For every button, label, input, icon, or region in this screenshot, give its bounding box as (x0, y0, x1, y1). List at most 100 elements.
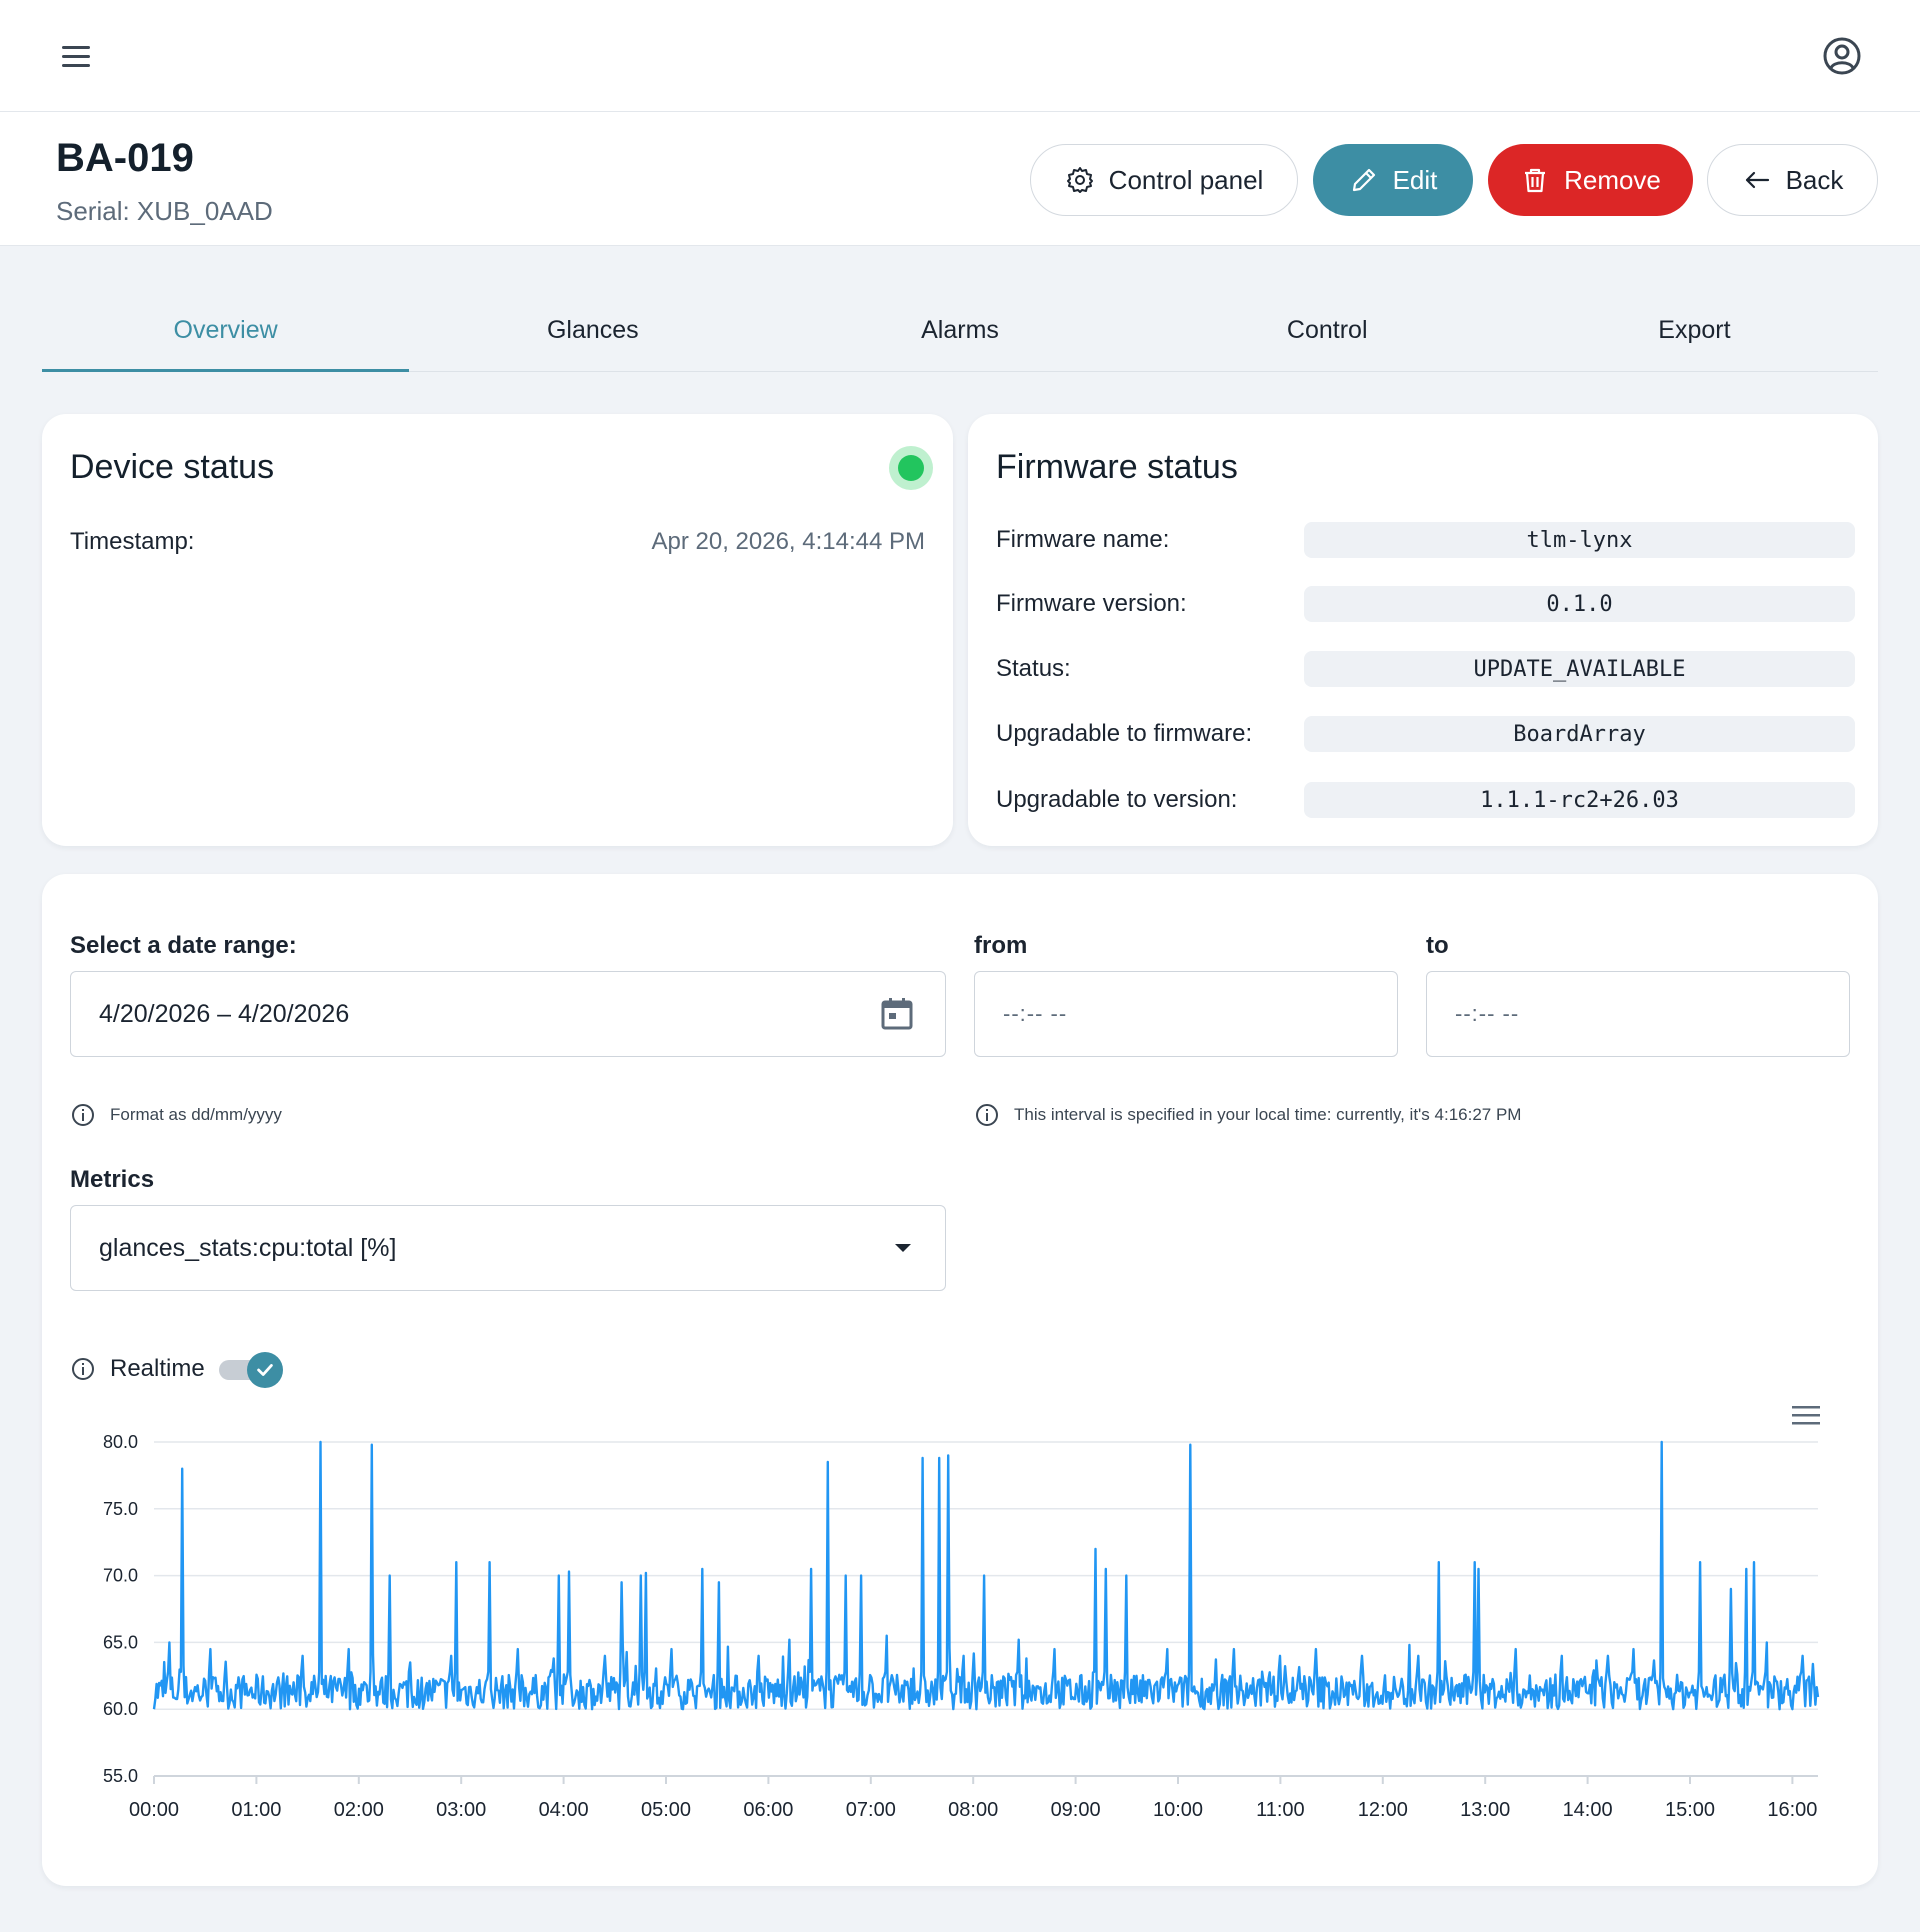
x-tick-label: 16:00 (1767, 1799, 1817, 1821)
to-time-input[interactable]: --:-- -- (1426, 971, 1850, 1057)
interval-hint: This interval is specified in your local… (974, 1102, 1521, 1128)
info-icon (976, 1104, 998, 1126)
caret-down-icon (895, 1244, 911, 1252)
y-tick-label: 70.0 (103, 1566, 138, 1586)
x-tick-label: 07:00 (846, 1799, 896, 1821)
tab-overview[interactable]: Overview (42, 290, 410, 372)
x-tick-label: 01:00 (231, 1799, 281, 1821)
firmware-name-label: Firmware name: (996, 526, 1170, 553)
timestamp-value: Apr 20, 2026, 4:14:44 PM (651, 528, 925, 555)
date-range-label: Select a date range: (70, 932, 297, 959)
x-tick-label: 14:00 (1563, 1799, 1613, 1821)
metrics-label: Metrics (70, 1166, 155, 1193)
check-icon (256, 1364, 273, 1376)
chart-grid (154, 1441, 1818, 1777)
date-range-input[interactable]: 4/20/2026 – 4/20/2026 (70, 971, 946, 1057)
firmware-version-row: Firmware version: 0.1.0 (996, 586, 1855, 622)
toggle-knob (246, 1352, 283, 1388)
from-time-placeholder: --:-- -- (1003, 1001, 1068, 1026)
tab-glances[interactable]: Glances (546, 316, 639, 344)
top-bar (0, 0, 1920, 112)
tab-bar: Overview Glances Alarms Control Export (42, 290, 1878, 372)
upgradable-firmware-row: Upgradable to firmware: BoardArray (996, 716, 1855, 752)
info-icon (72, 1104, 94, 1126)
firmware-name-row: Firmware name: tlm-lynx (996, 522, 1855, 558)
y-tick-label: 55.0 (103, 1766, 138, 1786)
x-tick-label: 04:00 (539, 1799, 589, 1821)
from-label: from (974, 932, 1028, 959)
device-status-card: Device status Timestamp: Apr 20, 2026, 4… (42, 414, 953, 846)
firmware-status-value: UPDATE_AVAILABLE (1304, 651, 1855, 687)
y-tick-label: 80.0 (103, 1432, 138, 1452)
to-label: to (1426, 932, 1449, 959)
upgradable-firmware-label: Upgradable to firmware: (996, 720, 1253, 747)
gear-icon (1066, 167, 1093, 193)
firmware-name-value: tlm-lynx (1304, 522, 1855, 558)
calendar-icon[interactable] (877, 994, 917, 1034)
control-panel-button[interactable]: Control panel (1030, 144, 1298, 216)
date-format-hint: Format as dd/mm/yyyy (70, 1102, 282, 1128)
cpu-series-line (152, 1440, 1820, 1711)
interval-hint-text: This interval is specified in your local… (1014, 1105, 1522, 1124)
upgradable-version-row: Upgradable to version: 1.1.1-rc2+26.03 (996, 782, 1855, 818)
x-tick-label: 03:00 (436, 1799, 486, 1821)
device-header: BA-019 Serial: XUB_0AAD Control panel Ed… (0, 112, 1920, 246)
timestamp-label: Timestamp: (70, 528, 195, 555)
firmware-status-row: Status: UPDATE_AVAILABLE (996, 651, 1855, 687)
realtime-row: Realtime (70, 1352, 285, 1388)
y-tick-label: 60.0 (103, 1699, 138, 1719)
x-tick-label: 13:00 (1460, 1799, 1510, 1821)
y-tick-label: 75.0 (103, 1499, 138, 1519)
back-label: Back (1785, 164, 1844, 195)
chart-menu-icon[interactable] (1790, 1402, 1822, 1430)
tab-export[interactable]: Export (1658, 316, 1731, 344)
firmware-status-label: Status: (996, 655, 1071, 682)
pencil-icon (1352, 168, 1375, 192)
upgradable-version-value: 1.1.1-rc2+26.03 (1304, 782, 1855, 818)
realtime-toggle[interactable] (218, 1352, 285, 1388)
edit-label: Edit (1392, 164, 1438, 195)
tab-control[interactable]: Control (1286, 316, 1368, 344)
chart-series (152, 1440, 1820, 1711)
firmware-status-title: Firmware status (996, 448, 1238, 486)
x-tick-label: 11:00 (1256, 1799, 1305, 1821)
upgradable-firmware-value: BoardArray (1304, 716, 1855, 752)
firmware-status-card: Firmware status Firmware name: tlm-lynx … (968, 414, 1878, 846)
info-icon (72, 1358, 94, 1380)
from-time-input[interactable]: --:-- -- (974, 971, 1398, 1057)
x-tick-label: 10:00 (1153, 1799, 1203, 1821)
back-button[interactable]: Back (1707, 144, 1878, 216)
user-circle-icon[interactable] (1820, 34, 1864, 78)
to-time-placeholder: --:-- -- (1455, 1001, 1520, 1026)
device-serial: Serial: XUB_0AAD (56, 196, 273, 226)
metrics-card: Select a date range: 4/20/2026 – 4/20/20… (42, 874, 1878, 1886)
control-panel-label: Control panel (1108, 164, 1264, 195)
cpu-line-chart: 55.0 60.0 65.0 70.0 75.0 80.0 00:00 01:00 02:00… (103, 1432, 1820, 1821)
x-tick-label: 06:00 (743, 1799, 793, 1821)
realtime-label: Realtime (110, 1355, 205, 1382)
hamburger-menu-icon[interactable] (56, 36, 96, 76)
x-tick-label: 12:00 (1358, 1799, 1408, 1821)
edit-button[interactable]: Edit (1313, 144, 1473, 216)
date-range-value: 4/20/2026 – 4/20/2026 (99, 999, 350, 1028)
x-tick-label: 08:00 (948, 1799, 998, 1821)
firmware-version-value: 0.1.0 (1304, 586, 1855, 622)
y-tick-label: 65.0 (103, 1632, 138, 1652)
x-tick-label: 15:00 (1665, 1799, 1715, 1821)
tab-alarms[interactable]: Alarms (921, 316, 999, 344)
x-tick-label: 05:00 (641, 1799, 691, 1821)
remove-label: Remove (1564, 164, 1661, 195)
x-tick-label: 09:00 (1051, 1799, 1101, 1821)
device-title: BA-019 (56, 136, 194, 180)
x-tick-label: 02:00 (334, 1799, 384, 1821)
chart-y-axis: 55.0 60.0 65.0 70.0 75.0 80.0 (103, 1432, 138, 1786)
chart-x-axis: 00:00 01:00 02:00 03:00 04:00 05:00 06:00 07:00… (129, 1776, 1817, 1821)
trash-icon (1525, 168, 1546, 193)
online-status-indicator (889, 446, 933, 490)
metrics-select[interactable]: glances_stats:cpu:total [%] (70, 1205, 946, 1291)
upgradable-version-label: Upgradable to version: (996, 786, 1238, 813)
remove-button[interactable]: Remove (1488, 144, 1693, 216)
arrow-left-icon (1745, 171, 1769, 189)
x-tick-label: 00:00 (129, 1799, 179, 1821)
device-status-title: Device status (70, 448, 275, 486)
